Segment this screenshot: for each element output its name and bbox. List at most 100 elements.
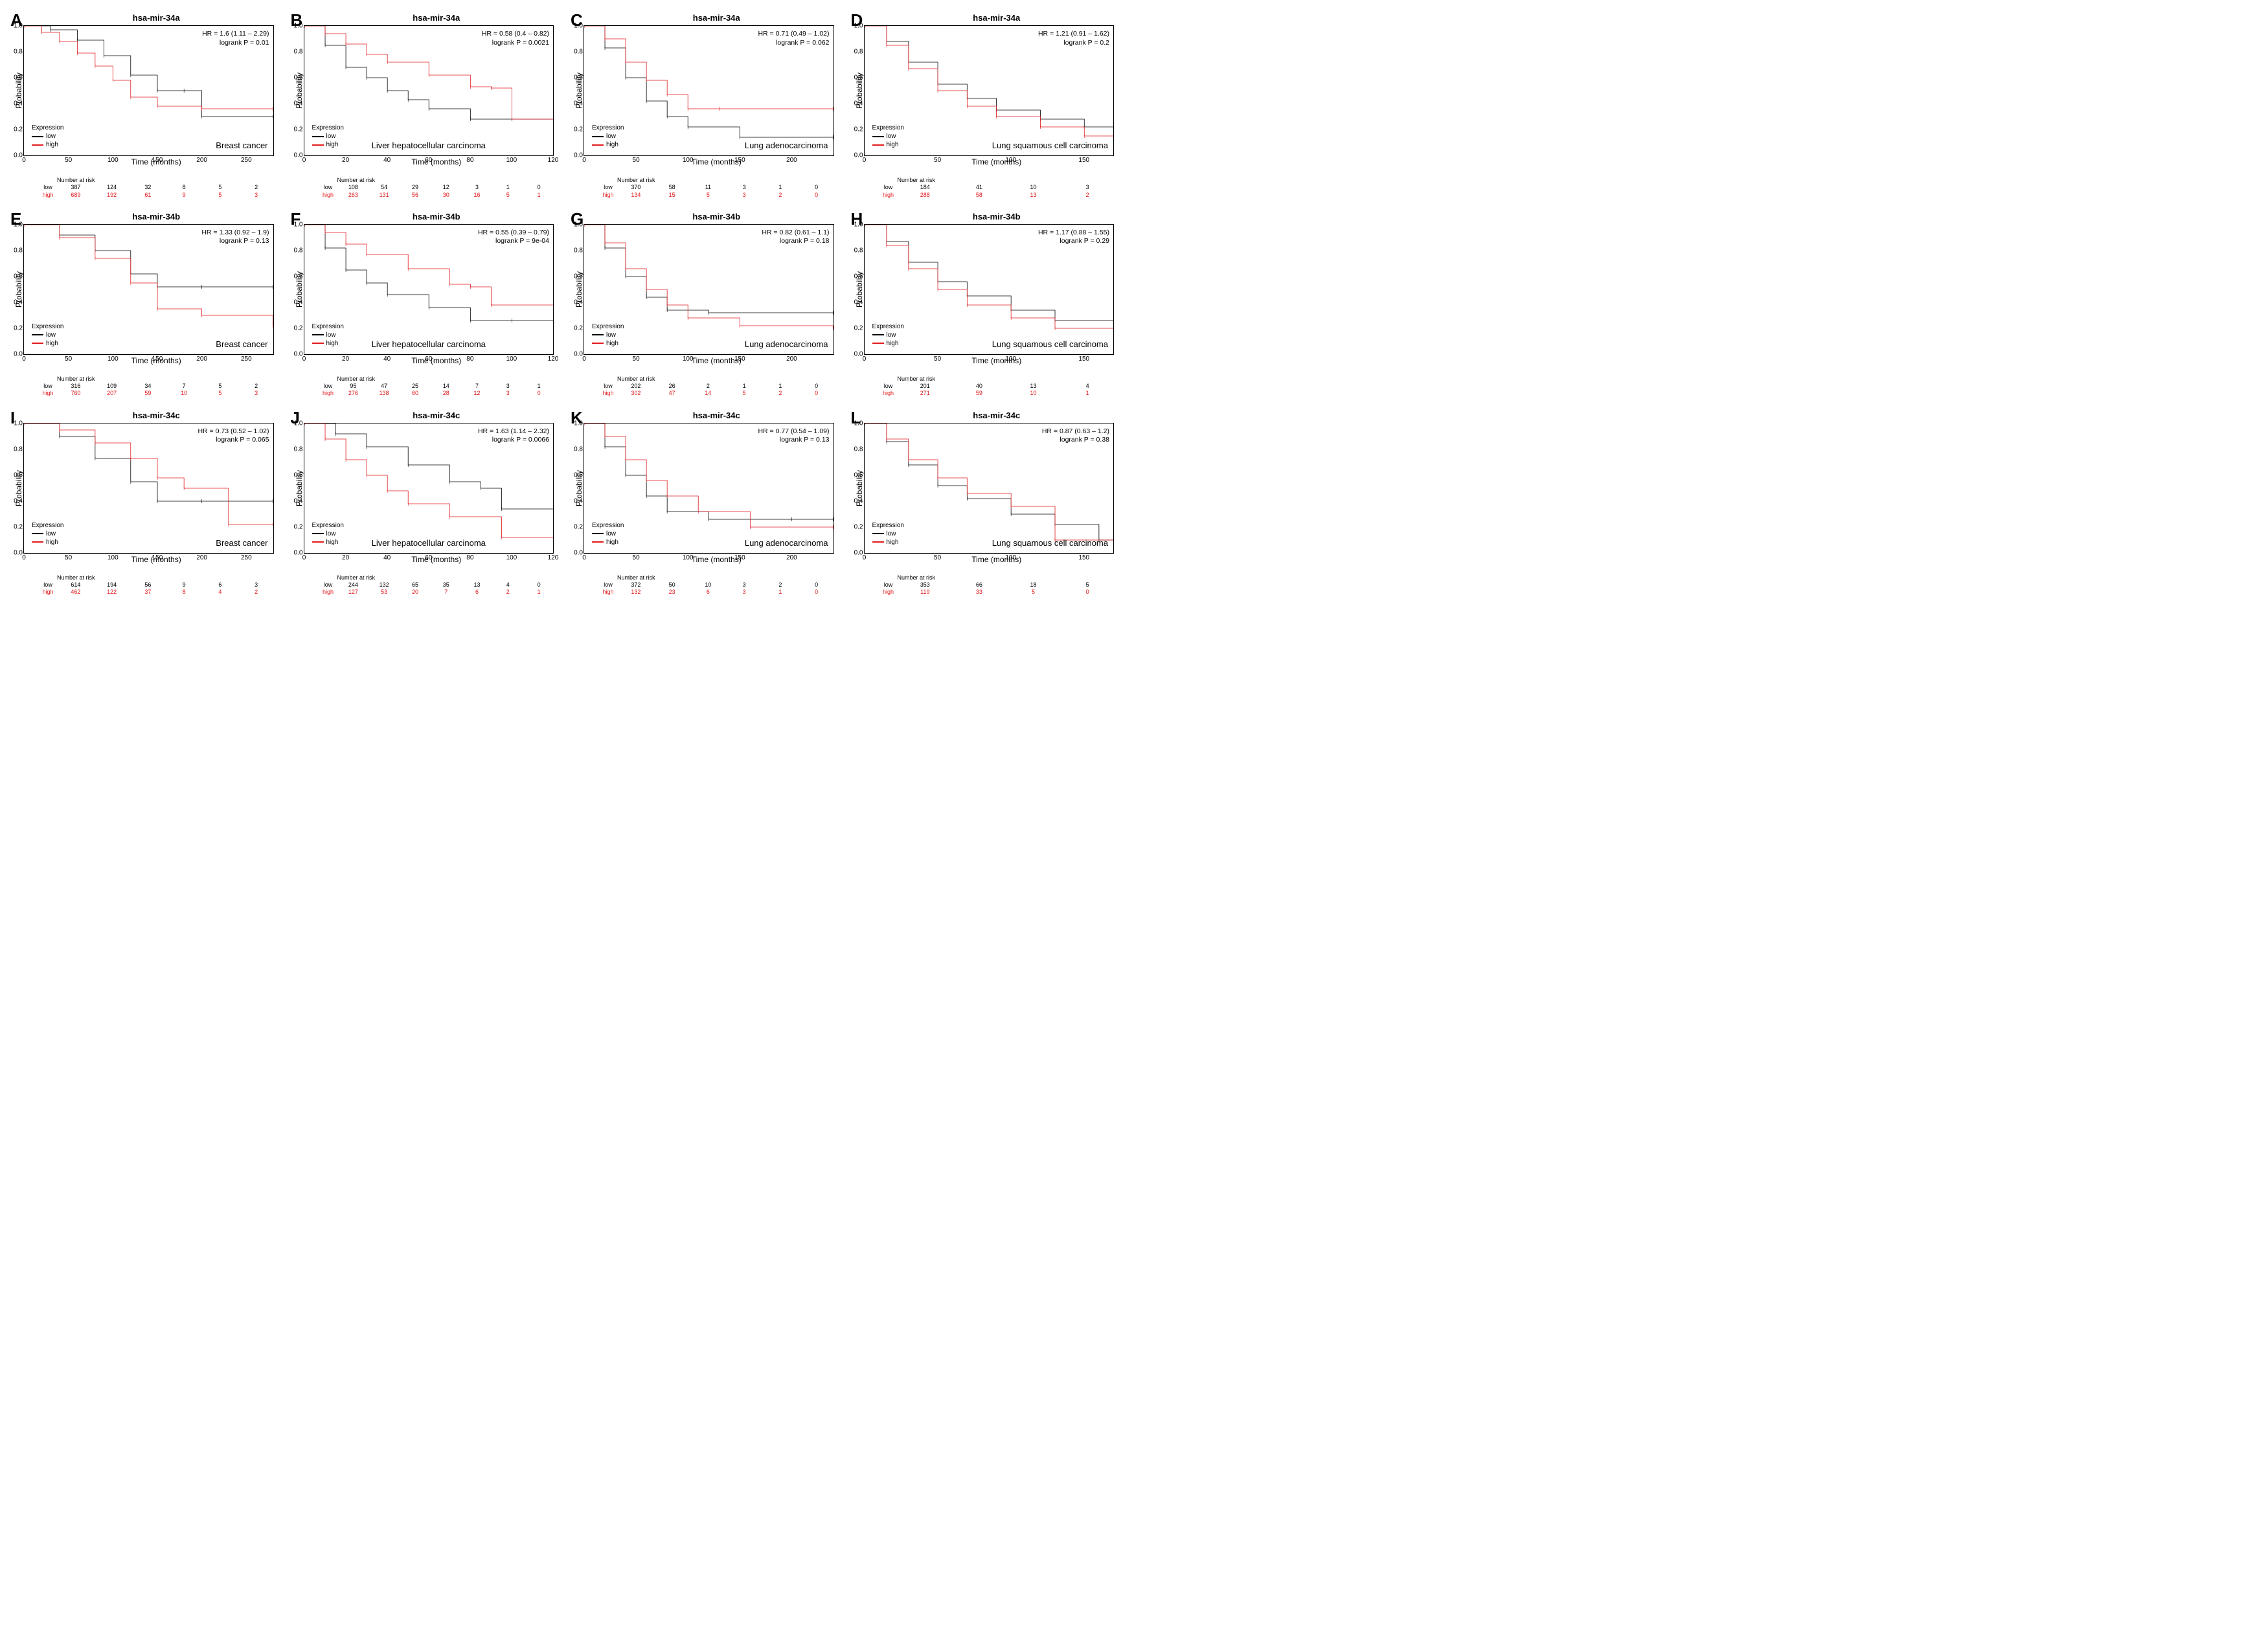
cancer-label: Breast cancer <box>216 538 267 548</box>
number-at-risk: Number at risklow18441103high28858132 <box>879 177 1115 199</box>
cancer-label: Liver hepatocellular carcinoma <box>341 538 516 548</box>
legend: Expressionlowhigh <box>589 520 626 548</box>
plot-area: 0.00.20.40.60.81.0050100150200Expression… <box>584 25 834 156</box>
y-ticks: 0.00.20.40.60.81.0 <box>567 26 583 155</box>
km-panel-L: Lhsa-mir-34cProbability0.00.20.40.60.81.… <box>854 411 1115 596</box>
y-ticks: 0.00.20.40.60.81.0 <box>7 26 23 155</box>
panel-title: hsa-mir-34a <box>39 13 274 23</box>
plot-area: 0.00.20.40.60.81.0050100150Expressionlow… <box>864 224 1115 355</box>
x-ticks: 050100150 <box>865 355 1114 363</box>
x-ticks: 050100150200 <box>584 157 833 164</box>
stats-text: HR = 0.82 (0.61 – 1.1)logrank P = 0.18 <box>762 229 829 246</box>
x-ticks: 020406080100120 <box>304 157 554 164</box>
panel-title: hsa-mir-34c <box>879 411 1115 420</box>
cancer-label: Lung squamous cell carcinoma <box>992 538 1108 548</box>
panel-title: hsa-mir-34b <box>39 212 274 221</box>
km-panel-H: Hhsa-mir-34bProbability0.00.20.40.60.81.… <box>854 212 1115 398</box>
plot-area: 0.00.20.40.60.81.0020406080100120Express… <box>304 224 554 355</box>
cancer-label: Liver hepatocellular carcinoma <box>341 339 516 349</box>
x-ticks: 050100150 <box>865 157 1114 164</box>
y-ticks: 0.00.20.40.60.81.0 <box>848 26 863 155</box>
y-ticks: 0.00.20.40.60.81.0 <box>7 225 23 354</box>
km-panel-I: Ihsa-mir-34cProbability0.00.20.40.60.81.… <box>13 411 274 596</box>
y-ticks: 0.00.20.40.60.81.0 <box>567 225 583 354</box>
y-ticks: 0.00.20.40.60.81.0 <box>848 225 863 354</box>
x-ticks: 020406080100120 <box>304 554 554 562</box>
stats-text: HR = 0.58 (0.4 – 0.82)logrank P = 0.0021 <box>482 30 549 47</box>
figure-grid: Ahsa-mir-34aProbability0.00.20.40.60.81.… <box>13 13 1114 596</box>
km-panel-B: Bhsa-mir-34aProbability0.00.20.40.60.81.… <box>293 13 554 199</box>
number-at-risk: Number at risklow61419456963high46212237… <box>39 574 274 596</box>
x-ticks: 050100150200250 <box>24 554 273 562</box>
legend: Expressionlowhigh <box>29 520 66 548</box>
number-at-risk: Number at risklow95472514731high27613860… <box>319 376 554 398</box>
plot-area: 0.00.20.40.60.81.0050100150200Expression… <box>584 224 834 355</box>
legend: Expressionlowhigh <box>589 122 626 150</box>
number-at-risk: Number at risklow3725010320high132236310 <box>599 574 834 596</box>
plot-area: 0.00.20.40.60.81.0050100150Expressionlow… <box>864 423 1115 554</box>
stats-text: HR = 1.6 (1.11 – 2.29)logrank P = 0.01 <box>202 30 269 47</box>
stats-text: HR = 1.33 (0.92 – 1.9)logrank P = 0.13 <box>201 229 269 246</box>
panel-title: hsa-mir-34a <box>319 13 554 23</box>
panel-title: hsa-mir-34a <box>879 13 1115 23</box>
legend: Expressionlowhigh <box>870 520 907 548</box>
plot-area: 0.00.20.40.60.81.0050100150200250Express… <box>23 423 274 554</box>
panel-title: hsa-mir-34b <box>879 212 1115 221</box>
plot-area: 0.00.20.40.60.81.0020406080100120Express… <box>304 25 554 156</box>
x-ticks: 020406080100120 <box>304 355 554 363</box>
number-at-risk: Number at risklow38712432852high68919261… <box>39 177 274 199</box>
number-at-risk: Number at risklow202262110high3024714520 <box>599 376 834 398</box>
stats-text: HR = 0.55 (0.39 – 0.79)logrank P = 9e-04 <box>478 229 549 246</box>
km-panel-F: Fhsa-mir-34bProbability0.00.20.40.60.81.… <box>293 212 554 398</box>
km-panel-K: Khsa-mir-34cProbability0.00.20.40.60.81.… <box>573 411 834 596</box>
km-panel-A: Ahsa-mir-34aProbability0.00.20.40.60.81.… <box>13 13 274 199</box>
plot-area: 0.00.20.40.60.81.0050100150Expressionlow… <box>864 25 1115 156</box>
y-ticks: 0.00.20.40.60.81.0 <box>288 423 303 553</box>
y-ticks: 0.00.20.40.60.81.0 <box>288 26 303 155</box>
number-at-risk: Number at risklow24413265351340high12753… <box>319 574 554 596</box>
legend: Expressionlowhigh <box>29 122 66 150</box>
y-ticks: 0.00.20.40.60.81.0 <box>288 225 303 354</box>
panel-title: hsa-mir-34b <box>599 212 834 221</box>
legend: Expressionlowhigh <box>870 122 907 150</box>
km-panel-E: Ehsa-mir-34bProbability0.00.20.40.60.81.… <box>13 212 274 398</box>
number-at-risk: Number at risklow31610934752high76020759… <box>39 376 274 398</box>
cancer-label: Lung adenocarcinoma <box>745 141 828 150</box>
y-ticks: 0.00.20.40.60.81.0 <box>7 423 23 553</box>
number-at-risk: Number at risklow35366185high1193350 <box>879 574 1115 596</box>
number-at-risk: Number at risklow108542912310high2631315… <box>319 177 554 199</box>
cancer-label: Lung adenocarcinoma <box>745 538 828 548</box>
km-panel-D: Dhsa-mir-34aProbability0.00.20.40.60.81.… <box>854 13 1115 199</box>
x-ticks: 050100150200 <box>584 355 833 363</box>
stats-text: HR = 0.77 (0.54 – 1.09)logrank P = 0.13 <box>758 427 829 445</box>
panel-title: hsa-mir-34c <box>39 411 274 420</box>
x-ticks: 050100150 <box>865 554 1114 562</box>
cancer-label: Breast cancer <box>216 339 267 349</box>
number-at-risk: Number at risklow20140134high27159101 <box>879 376 1115 398</box>
km-panel-J: Jhsa-mir-34cProbability0.00.20.40.60.81.… <box>293 411 554 596</box>
cancer-label: Lung adenocarcinoma <box>745 339 828 349</box>
panel-title: hsa-mir-34b <box>319 212 554 221</box>
x-ticks: 050100150200250 <box>24 157 273 164</box>
cancer-label: Breast cancer <box>216 141 267 150</box>
legend: Expressionlowhigh <box>870 321 907 349</box>
cancer-label: Lung squamous cell carcinoma <box>992 339 1108 349</box>
km-panel-C: Chsa-mir-34aProbability0.00.20.40.60.81.… <box>573 13 834 199</box>
stats-text: HR = 1.21 (0.91 – 1.62)logrank P = 0.2 <box>1038 30 1109 47</box>
stats-text: HR = 0.87 (0.63 – 1.2)logrank P = 0.38 <box>1042 427 1109 445</box>
legend: Expressionlowhigh <box>29 321 66 349</box>
legend: Expressionlowhigh <box>589 321 626 349</box>
plot-area: 0.00.20.40.60.81.0050100150200Expression… <box>584 423 834 554</box>
panel-title: hsa-mir-34c <box>319 411 554 420</box>
plot-area: 0.00.20.40.60.81.0050100150200250Express… <box>23 224 274 355</box>
y-ticks: 0.00.20.40.60.81.0 <box>848 423 863 553</box>
plot-area: 0.00.20.40.60.81.0020406080100120Express… <box>304 423 554 554</box>
number-at-risk: Number at risklow3705811310high134155320 <box>599 177 834 199</box>
cancer-label: Liver hepatocellular carcinoma <box>341 141 516 150</box>
x-ticks: 050100150200250 <box>24 355 273 363</box>
stats-text: HR = 1.63 (1.14 – 2.32)logrank P = 0.006… <box>478 427 549 445</box>
km-panel-G: Ghsa-mir-34bProbability0.00.20.40.60.81.… <box>573 212 834 398</box>
cancer-label: Lung squamous cell carcinoma <box>992 141 1108 150</box>
y-ticks: 0.00.20.40.60.81.0 <box>567 423 583 553</box>
stats-text: HR = 0.73 (0.52 – 1.02)logrank P = 0.065 <box>198 427 269 445</box>
